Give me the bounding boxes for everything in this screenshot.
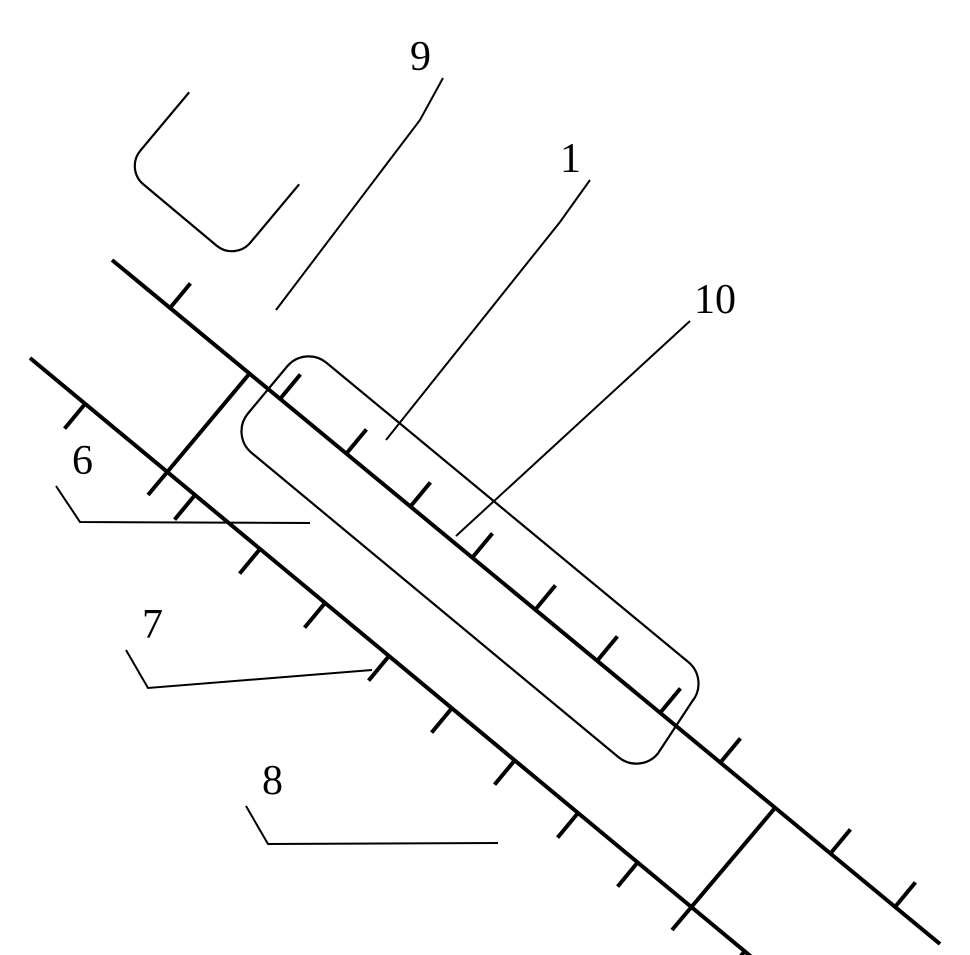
tick-upper-9	[830, 829, 850, 854]
tick-upper-10	[895, 882, 915, 907]
lbl9: 9	[410, 34, 431, 80]
tick-lower-9	[725, 951, 745, 955]
tick-lower-6	[495, 760, 515, 785]
lbl8: 8	[262, 758, 283, 804]
tick-upper-4	[472, 533, 492, 558]
tick-lower-2	[240, 549, 260, 574]
tick-lower-3	[305, 603, 325, 628]
tick-lower-0	[65, 404, 85, 429]
lbl1: 1	[560, 136, 581, 182]
central-slot	[242, 356, 699, 763]
tick-upper-2	[346, 429, 366, 454]
connector-top	[148, 373, 250, 495]
tick-lower-4	[369, 656, 389, 681]
lbl7-leader	[126, 650, 372, 688]
tick-upper-7	[660, 688, 680, 713]
tick-upper-1	[280, 374, 300, 399]
tick-upper-3	[410, 482, 430, 507]
lbl6-leader	[56, 486, 310, 523]
lbl10-leader	[456, 321, 690, 536]
lower-rail	[30, 358, 860, 955]
lbl8-leader	[246, 806, 498, 844]
lbl6: 6	[72, 438, 93, 484]
tick-upper-8	[720, 738, 740, 763]
lbl1-leader	[386, 180, 590, 440]
tick-lower-7	[558, 813, 578, 838]
upper-rail	[112, 260, 940, 944]
tick-lower-5	[432, 708, 452, 733]
connector-bottom	[672, 808, 775, 930]
lbl9-leader	[276, 78, 443, 310]
lbl10: 10	[694, 277, 736, 323]
lbl7: 7	[142, 602, 163, 648]
tick-lower-1	[175, 495, 195, 520]
tick-upper-0	[170, 283, 190, 308]
tick-upper-5	[535, 585, 555, 610]
tick-lower-8	[618, 862, 638, 887]
stub-top-left	[135, 92, 299, 251]
tick-upper-6	[597, 636, 617, 661]
